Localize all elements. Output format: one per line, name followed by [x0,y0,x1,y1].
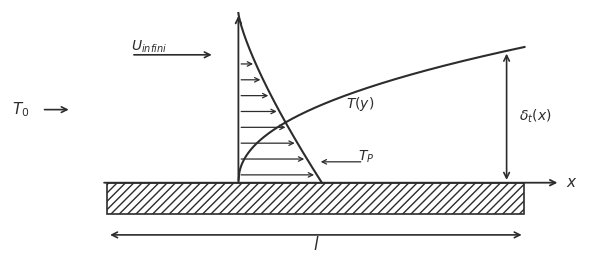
Text: $T(y)$: $T(y)$ [346,96,374,113]
Text: $x$: $x$ [566,175,578,190]
Text: $T_0$: $T_0$ [12,100,29,119]
Text: $T_P$: $T_P$ [358,149,374,165]
Text: $U_{infini}$: $U_{infini}$ [131,39,167,55]
Bar [107,183,524,214]
Text: $\delta_t(x)$: $\delta_t(x)$ [519,108,551,126]
Text: $l$: $l$ [313,236,319,254]
